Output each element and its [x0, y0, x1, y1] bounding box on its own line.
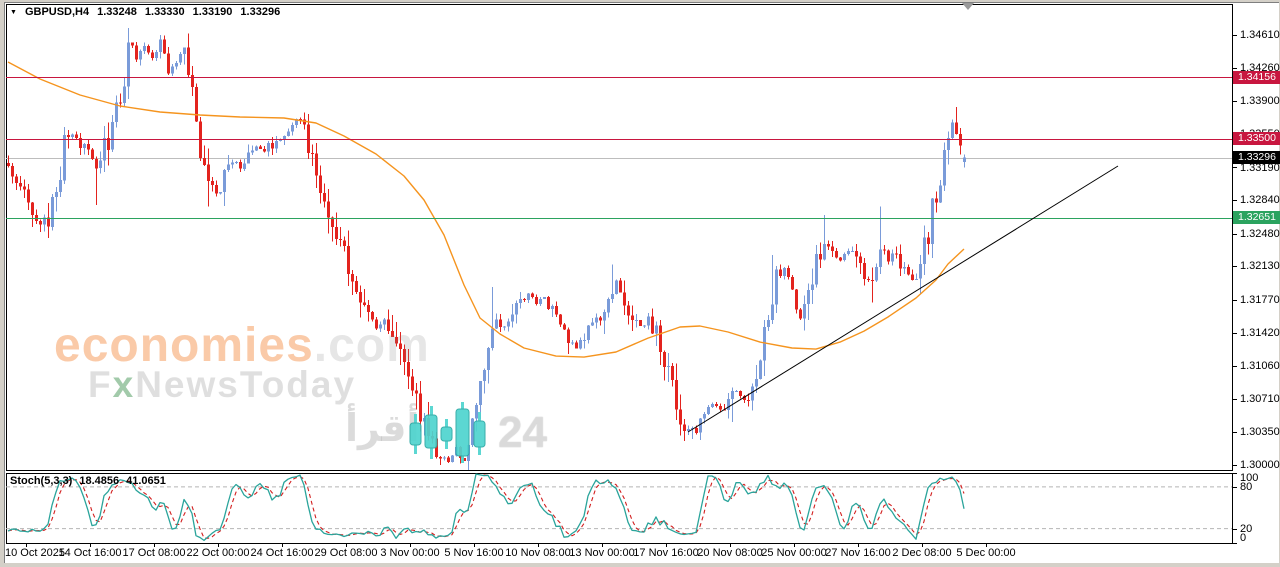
symbol-period-label: GBPUSD,H4 — [24, 6, 90, 18]
time-axis-label: 10 Oct 2025 — [5, 547, 65, 559]
time-axis-label: 13 Nov 00:00 — [569, 547, 635, 559]
time-axis-label: 10 Nov 08:00 — [505, 547, 571, 559]
support-price-badge: 1.32651 — [1233, 211, 1280, 225]
price-axis-tick-label: 1.32480 — [1240, 227, 1280, 240]
stoch-name: Stoch(5,3,3) — [10, 475, 73, 487]
ohlc-high: 1.33330 — [144, 6, 185, 18]
stochastic-plot[interactable] — [6, 473, 1233, 544]
resistance-price-badge: 1.34156 — [1233, 70, 1280, 84]
time-axis-label: 2 Dec 08:00 — [892, 547, 952, 559]
time-axis-label: 5 Dec 00:00 — [956, 547, 1016, 559]
price-axis-tick-label: 1.30710 — [1240, 392, 1280, 405]
stoch-main-value: 18.4856 — [79, 475, 120, 487]
time-axis-label: 17 Nov 16:00 — [633, 547, 699, 559]
time-axis-label: 22 Oct 00:00 — [186, 547, 250, 559]
price-axis-tick-label: 1.30350 — [1240, 426, 1280, 439]
stoch-axis-tick-label: 80 — [1240, 480, 1253, 493]
time-axis-label: 20 Nov 08:00 — [697, 547, 763, 559]
main-price-plot[interactable] — [6, 4, 1233, 471]
price-axis-tick-label: 1.32840 — [1240, 194, 1280, 207]
stochastic-label: Stoch(5,3,3) 18.4856 41.0651 — [10, 475, 166, 487]
time-axis-label: 24 Oct 16:00 — [250, 547, 314, 559]
shift-marker-icon — [962, 3, 974, 10]
ohlc-open: 1.33248 — [97, 6, 137, 18]
ohlc-close: 1.33296 — [240, 6, 281, 18]
chart-background — [4, 2, 1279, 563]
price-axis-tick-label: 1.31420 — [1240, 326, 1280, 339]
time-axis-label: 14 Oct 16:00 — [58, 547, 122, 559]
time-axis-label: 27 Nov 16:00 — [825, 547, 891, 559]
price-axis-tick-label: 1.34260 — [1240, 61, 1280, 74]
ohlc-low: 1.33190 — [192, 6, 233, 18]
time-axis-label: 25 Nov 00:00 — [761, 547, 827, 559]
price-axis-tick-label: 1.30000 — [1240, 459, 1280, 471]
time-axis-label: 17 Oct 08:00 — [122, 547, 186, 559]
time-axis-label: 5 Nov 16:00 — [444, 547, 504, 559]
stoch-signal-value: 41.0651 — [126, 475, 166, 487]
price-axis-tick-label: 1.32130 — [1240, 260, 1280, 273]
stoch-axis-tick-label: 0 — [1240, 532, 1247, 544]
resistance-price-badge: 1.33500 — [1233, 132, 1280, 145]
price-axis-tick-label: 1.31060 — [1240, 360, 1280, 373]
price-axis-tick-label: 1.33900 — [1240, 95, 1280, 108]
current-price-price-badge: 1.33296 — [1233, 151, 1280, 165]
price-axis-tick-label: 1.31770 — [1240, 293, 1280, 306]
stoch-axis-tick-label: 100 — [1240, 472, 1259, 484]
time-axis-label: 3 Nov 00:00 — [380, 547, 440, 559]
time-axis-label: 29 Oct 08:00 — [314, 547, 378, 559]
symbol-dropdown-icon[interactable]: ▼ — [10, 8, 17, 16]
chart-title: ▼ GBPUSD,H4 1.33248 1.33330 1.33190 1.33… — [10, 6, 280, 18]
stoch-axis-tick-label: 20 — [1240, 522, 1253, 535]
price-axis-tick-label: 1.33190 — [1240, 161, 1280, 174]
price-axis-tick-label: 1.34610 — [1240, 29, 1280, 41]
